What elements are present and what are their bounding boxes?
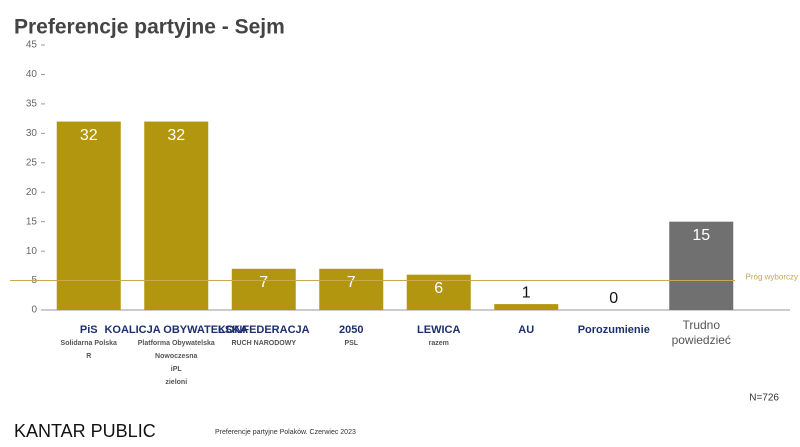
logo-text: R <box>86 353 91 360</box>
logo-text: Nowoczesna <box>155 353 198 360</box>
logo-text: zieloni <box>165 379 187 386</box>
value-label: 6 <box>434 280 443 297</box>
logo-text: Solidarna Polska <box>61 340 118 347</box>
bar <box>494 304 559 310</box>
bar <box>231 268 296 310</box>
value-label: 7 <box>259 274 268 291</box>
value-label: 15 <box>692 227 710 244</box>
y-tick-label: 25 <box>26 157 38 168</box>
value-label: 32 <box>80 127 98 144</box>
bar <box>56 121 121 310</box>
y-tick-label: 0 <box>31 305 37 316</box>
logo-text: Platforma Obywatelska <box>138 340 215 347</box>
y-tick-label: 30 <box>26 128 38 139</box>
logo-text: 2050 <box>339 324 363 336</box>
logo-text: PiS <box>80 324 98 336</box>
logo-text: RUCH NARODOWY <box>231 340 296 347</box>
bar <box>144 121 209 310</box>
logo-text: Porozumienie <box>578 324 650 336</box>
value-label: 7 <box>347 274 356 291</box>
note: N=726 <box>749 393 779 404</box>
value-label: 32 <box>167 127 185 144</box>
threshold-label: Próg wyborczy <box>746 273 798 282</box>
logo-text: PSL <box>344 340 358 347</box>
y-tick-label: 10 <box>26 246 38 257</box>
value-label: 1 <box>522 284 531 301</box>
y-tick-label: 15 <box>26 216 38 227</box>
logo-text: KOALICJA OBYWATELSKA <box>104 324 248 336</box>
bar <box>319 268 384 310</box>
y-tick-label: 35 <box>26 99 38 110</box>
logo-text: razem <box>429 340 449 347</box>
chart-title: Preferencje partyjne - Sejm <box>14 16 285 39</box>
bar <box>669 221 734 310</box>
source: Preferencje partyjne Polaków. Czerwiec 2… <box>215 429 356 436</box>
logo-text: iPL <box>171 366 183 373</box>
value-label: 0 <box>609 290 618 307</box>
y-tick-label: 20 <box>26 187 38 198</box>
logo-text: KONFEDERACJA <box>218 324 310 336</box>
logo-text: AU <box>518 324 534 336</box>
y-tick-label: 40 <box>26 69 38 80</box>
logo-text: LEWICA <box>417 324 460 336</box>
brand: KANTAR PUBLIC <box>14 421 156 441</box>
y-tick-label: 45 <box>26 40 38 51</box>
x-tick-label: Trudno powiedzieć <box>672 318 731 347</box>
